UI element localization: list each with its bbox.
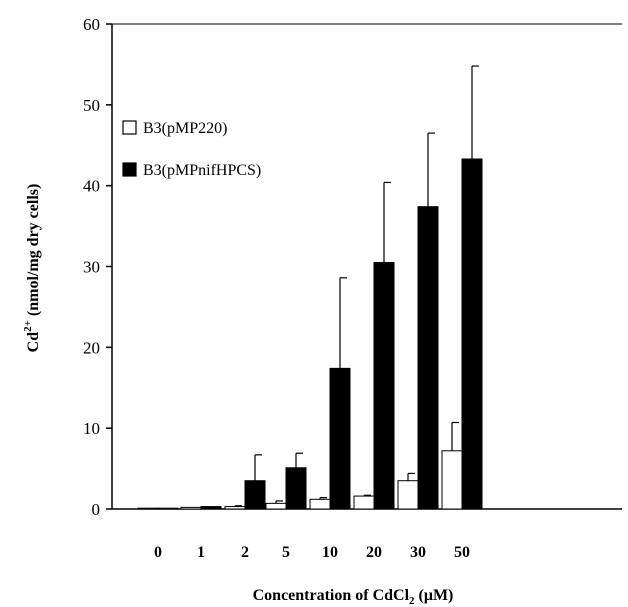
y-axis-title: Cd2+ (nmol/mg dry cells)	[22, 184, 42, 353]
bar-pmp220	[265, 502, 287, 510]
bar-pmp220	[441, 450, 463, 510]
legend: B3(pMP220) B3(pMPnifHPCS)	[122, 120, 261, 179]
bar-pmp220	[180, 506, 202, 510]
y-tick-label: 20	[83, 338, 100, 357]
bar-pmp220	[224, 506, 246, 510]
y-tick-label: 30	[83, 258, 100, 277]
y-tick-label: 60	[83, 15, 100, 34]
bar-pmpnifhpcs	[329, 367, 351, 510]
error-bars	[234, 65, 479, 507]
bar-pmp220	[397, 480, 419, 510]
legend-swatch-series-1	[122, 120, 137, 135]
y-tick-label: 40	[83, 177, 100, 196]
x-tick-label: 2	[241, 544, 249, 561]
bar-pmpnifhpcs	[244, 480, 266, 510]
x-tick-label: 0	[154, 544, 162, 561]
bar-pmpnifhpcs	[461, 158, 483, 510]
legend-label-series-1: B3(pMP220)	[143, 120, 227, 137]
x-tick-label: 30	[410, 544, 426, 561]
y-tick-label: 0	[92, 500, 101, 519]
x-axis-title: Concentration of CdCl2 (μM)	[253, 587, 454, 607]
bar-pmpnifhpcs	[417, 206, 439, 510]
y-tick-label: 10	[83, 419, 100, 438]
bar-pmpnifhpcs	[157, 507, 179, 510]
bar-pmp220	[137, 507, 159, 510]
x-tick-label: 5	[282, 544, 290, 561]
x-tick-label: 20	[366, 544, 382, 561]
y-ticks: 0 10 20 30 40 50 60	[83, 15, 112, 519]
y-tick-label: 50	[83, 96, 100, 115]
bar-pmp220	[309, 498, 331, 510]
x-tick-label: 50	[454, 544, 470, 561]
bar-pmpnifhpcs	[373, 261, 395, 510]
legend-swatch-series-2	[122, 162, 137, 177]
x-tick-labels: 0 1 2 5 10 20 30 50	[154, 544, 470, 561]
x-tick-label: 10	[322, 544, 338, 561]
bar-pmp220	[353, 495, 375, 510]
bars	[137, 158, 483, 510]
bar-pmpnifhpcs	[200, 506, 222, 510]
x-tick-label: 1	[197, 544, 205, 561]
bar-pmpnifhpcs	[285, 467, 307, 510]
legend-label-series-2: B3(pMPnifHPCS)	[143, 162, 261, 179]
